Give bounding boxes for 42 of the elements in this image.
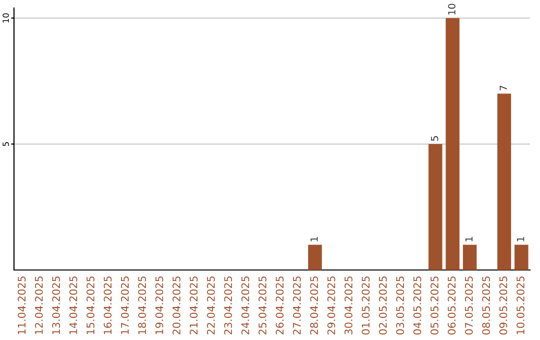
x-tick-label: 04.05.2025 xyxy=(413,276,422,335)
x-tick-label: 23.04.2025 xyxy=(224,276,232,334)
x-tick-label: 11.04.2025 xyxy=(18,276,26,334)
x-tick-label: 25.04.2025 xyxy=(258,276,266,334)
x-tick-label: 15.04.2025 xyxy=(86,276,94,334)
x-tick-label: 01.05.2025 xyxy=(362,276,370,335)
data-label: 1 xyxy=(465,237,472,242)
x-tick-label: 29.04.2025 xyxy=(327,276,336,334)
x-tick-label: 05.05.2025 xyxy=(430,276,438,335)
x-tick-label: 24.04.2025 xyxy=(241,276,250,334)
x-tick-label: 06.05.2025 xyxy=(448,276,456,335)
data-label: 7 xyxy=(500,86,507,90)
x-tick-label: 30.04.2025 xyxy=(344,276,352,334)
x-tick-label: 12.04.2025 xyxy=(34,276,43,334)
data-label: 1 xyxy=(516,237,524,242)
x-tick-label: 28.04.2025 xyxy=(310,276,318,334)
x-tick-label: 21.04.2025 xyxy=(190,276,198,334)
x-tick-label: 02.05.2025 xyxy=(378,276,387,335)
x-tick-label: 14.04.2025 xyxy=(69,276,78,334)
data-label: 10 xyxy=(448,4,456,14)
bar xyxy=(308,244,322,270)
x-tick-label: 17.04.2025 xyxy=(120,276,129,334)
x-tick-label: 13.04.2025 xyxy=(52,276,60,334)
bar xyxy=(428,144,442,270)
data-label: 5 xyxy=(430,136,438,141)
x-tick-label: 16.04.2025 xyxy=(104,276,112,334)
x-tick-label: 03.05.2025 xyxy=(396,276,404,335)
x-tick-label: 26.04.2025 xyxy=(276,276,284,334)
x-tick-label: 22.04.2025 xyxy=(206,276,215,334)
x-tick-label: 18.04.2025 xyxy=(138,276,146,334)
x-tick-label: 07.05.2025 xyxy=(464,276,473,335)
x-tick-label: 09.05.2025 xyxy=(499,276,508,335)
x-tick-label: 20.04.2025 xyxy=(172,276,180,334)
bar xyxy=(514,244,528,270)
bar xyxy=(497,94,512,270)
x-tick-label: 08.05.2025 xyxy=(482,276,490,335)
x-tick-label: 10.05.2025 xyxy=(516,276,524,334)
x-tick-label: 27.04.2025 xyxy=(292,276,301,334)
x-tick-label: 19.04.2025 xyxy=(155,276,164,334)
data-label: 1 xyxy=(310,237,318,242)
bar xyxy=(462,244,477,270)
bar xyxy=(446,18,460,270)
